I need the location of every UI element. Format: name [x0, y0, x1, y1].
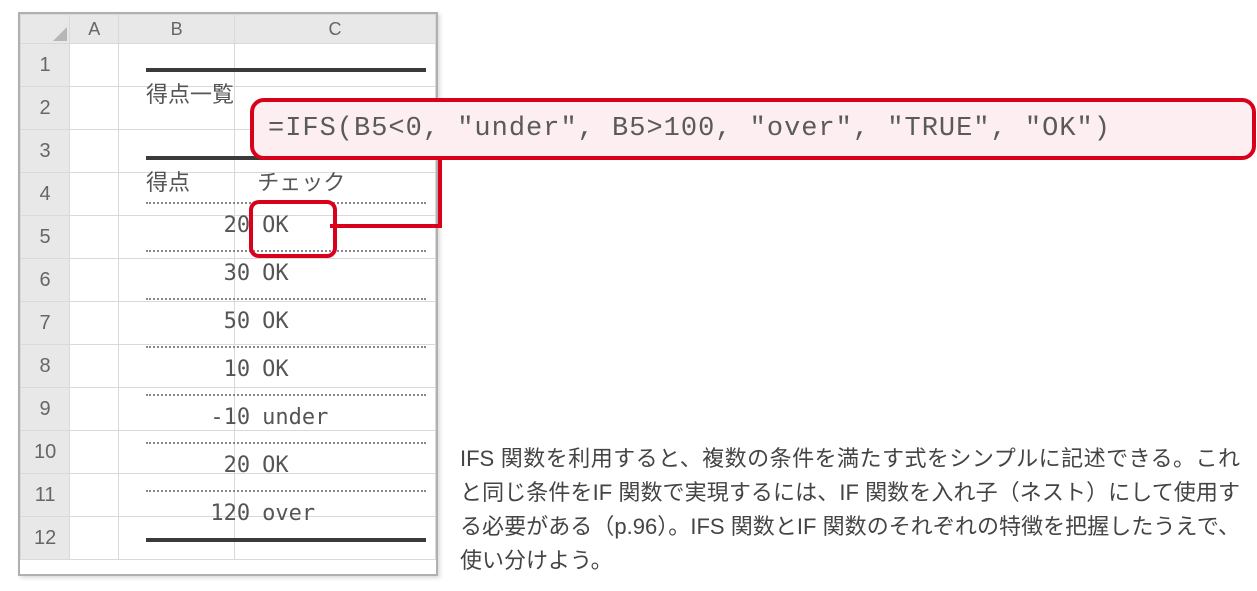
highlight-c5 [249, 200, 337, 258]
check-value: OK [256, 309, 426, 334]
check-value: OK [256, 453, 426, 478]
row-header[interactable]: 11 [21, 474, 70, 517]
table-row: 20 OK [146, 444, 426, 486]
row-header[interactable]: 1 [21, 44, 70, 87]
score-value: -10 [146, 405, 256, 430]
row-header[interactable]: 12 [21, 517, 70, 560]
row-header[interactable]: 9 [21, 388, 70, 431]
col-header-C[interactable]: C [234, 15, 435, 44]
score-value: 50 [146, 309, 256, 334]
formula-callout: =IFS(B5<0, "under", B5>100, "over", "TRU… [250, 98, 1256, 160]
check-value: OK [256, 357, 426, 382]
check-value: over [256, 501, 426, 526]
check-value: under [256, 405, 426, 430]
row-header[interactable]: 3 [21, 130, 70, 173]
explanation-paragraph: IFS 関数を利用すると、複数の条件を満たす式をシンプルに記述できる。これと同じ… [460, 442, 1240, 578]
row-header[interactable]: 4 [21, 173, 70, 216]
table-row: 120 over [146, 492, 426, 534]
formula-text: =IFS(B5<0, "under", B5>100, "over", "TRU… [268, 114, 1111, 144]
table-row: -10 under [146, 396, 426, 438]
row-header[interactable]: 10 [21, 431, 70, 474]
row-header[interactable]: 8 [21, 345, 70, 388]
table-row: 30 OK [146, 252, 426, 294]
row-header[interactable]: 7 [21, 302, 70, 345]
select-all-corner[interactable] [21, 15, 70, 44]
col-header-A[interactable]: A [70, 15, 119, 44]
score-value: 20 [146, 453, 256, 478]
score-value: 10 [146, 357, 256, 382]
score-value: 120 [146, 501, 256, 526]
score-value: 20 [146, 213, 256, 238]
row-header[interactable]: 2 [21, 87, 70, 130]
col-header-B[interactable]: B [119, 15, 235, 44]
table-row: 50 OK [146, 300, 426, 342]
explanation-text: IFS 関数を利用すると、複数の条件を満たす式をシンプルに記述できる。これと同じ… [460, 446, 1240, 573]
row-header[interactable]: 5 [21, 216, 70, 259]
table-row: 10 OK [146, 348, 426, 390]
score-value: 30 [146, 261, 256, 286]
check-value: OK [256, 261, 426, 286]
row-header[interactable]: 6 [21, 259, 70, 302]
